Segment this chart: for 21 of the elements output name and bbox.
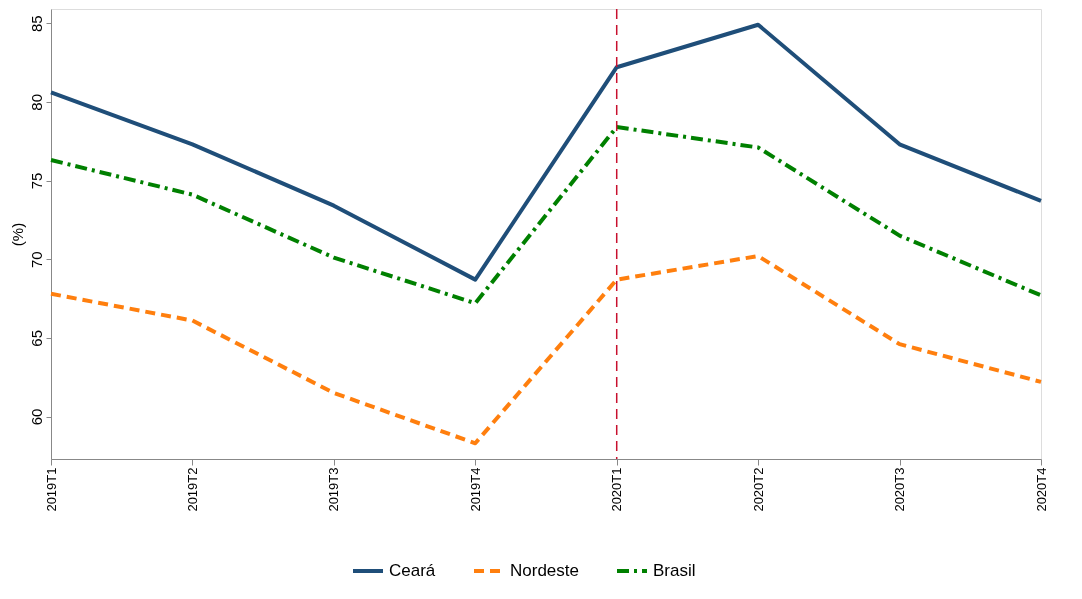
x-tick-label: 2019T2 [184, 467, 200, 512]
y-tick-label: 85 [27, 15, 45, 32]
x-tick-label: 2019T1 [43, 467, 59, 512]
x-tick-label: 2019T3 [326, 467, 342, 512]
legend-label: Nordeste [510, 561, 579, 580]
legend-label: Brasil [653, 561, 696, 580]
y-tick-label: 70 [27, 251, 45, 269]
y-tick-label: 60 [27, 408, 45, 426]
y-axis-title: (%) [8, 222, 26, 247]
x-tick-label: 2020T3 [892, 467, 908, 512]
line-series [49, 22, 1043, 282]
x-tick-label: 2020T1 [609, 467, 625, 512]
legend-label: Ceará [389, 561, 436, 580]
y-tick-label: 80 [27, 93, 45, 111]
x-tick-label: 2020T2 [750, 467, 766, 512]
line-series [49, 125, 1043, 306]
y-tick-label: 65 [27, 330, 45, 347]
x-tick-label: 2020T4 [1033, 467, 1049, 512]
line-series [49, 254, 1043, 446]
y-tick-label: 75 [27, 172, 45, 190]
x-tick-label: 2019T4 [467, 467, 483, 512]
